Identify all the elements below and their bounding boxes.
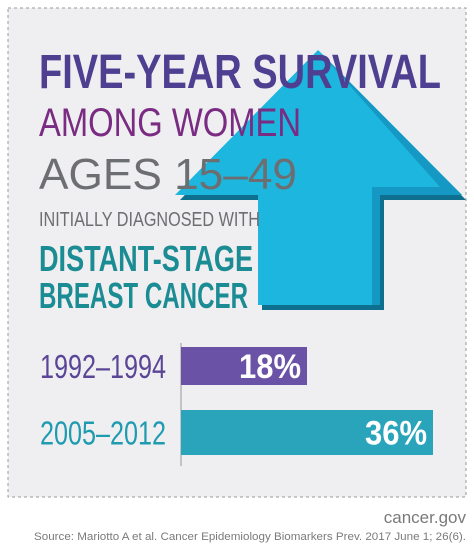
category-label: 1992–1994 — [40, 348, 166, 385]
category-label: 2005–2012 — [40, 415, 166, 452]
bar — [181, 410, 433, 455]
title-line: BREAST CANCER — [39, 275, 248, 316]
title-line: INITIALLY DIAGNOSED WITH — [39, 209, 260, 231]
title-line: AMONG WOMEN — [39, 101, 301, 145]
citation: Source: Mariotto A et al. Cancer Epidemi… — [34, 531, 466, 543]
title-line: FIVE-YEAR SURVIVAL — [39, 46, 441, 99]
arrow — [175, 50, 466, 310]
bar — [181, 347, 307, 385]
value-label: 36% — [365, 415, 427, 453]
value-label: 18% — [239, 348, 301, 386]
title-line: DISTANT-STAGE — [39, 238, 253, 279]
source: cancer.gov — [384, 508, 467, 527]
title-line: AGES 15–49 — [39, 150, 297, 199]
